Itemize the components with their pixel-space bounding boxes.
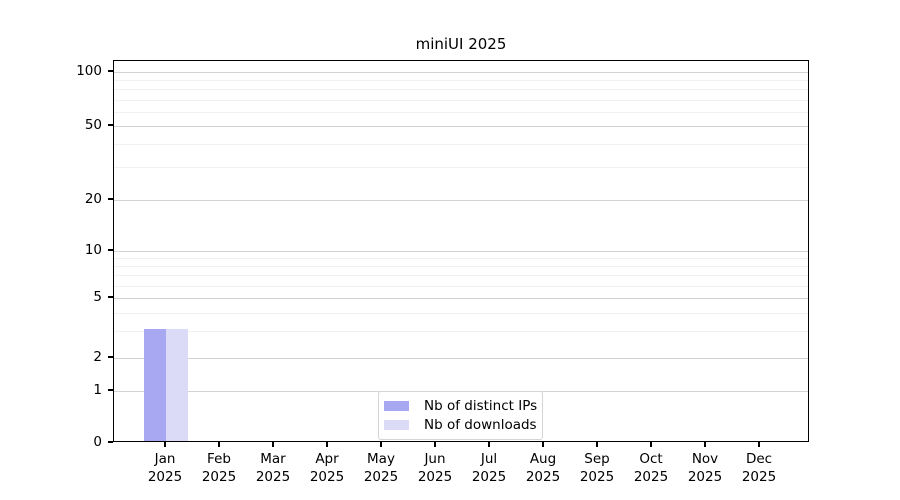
- gridline-major: [114, 200, 808, 201]
- legend-swatch: [384, 420, 409, 430]
- y-tick-label: 5: [93, 289, 102, 305]
- legend-label: Nb of distinct IPs: [424, 398, 538, 414]
- gridline-minor: [114, 331, 808, 333]
- x-tick-mark: [704, 442, 706, 447]
- y-tick-label: 0: [93, 434, 102, 450]
- gridline-minor: [114, 258, 808, 260]
- x-tick-label: Apr 2025: [309, 451, 345, 485]
- y-tick-mark: [108, 441, 113, 443]
- gridline-minor: [114, 99, 808, 101]
- legend-label: Nb of downloads: [424, 417, 537, 433]
- x-tick-label: Jun 2025: [417, 451, 453, 485]
- gridline-minor: [114, 111, 808, 113]
- x-tick-label: Jan 2025: [147, 451, 183, 485]
- x-tick-label: Mar 2025: [255, 451, 291, 485]
- y-tick-label: 1: [93, 382, 102, 398]
- y-tick-label: 50: [84, 117, 102, 133]
- gridline-major: [114, 126, 808, 127]
- y-tick-mark: [108, 124, 113, 126]
- gridline-major: [114, 298, 808, 299]
- gridline-minor: [114, 312, 808, 314]
- x-tick-label: Feb 2025: [201, 451, 237, 485]
- legend: Nb of distinct IPs Nb of downloads: [378, 391, 543, 440]
- x-tick-mark: [650, 442, 652, 447]
- x-tick-mark: [326, 442, 328, 447]
- y-tick-mark: [108, 249, 113, 251]
- x-tick-mark: [380, 442, 382, 447]
- gridline-minor: [114, 266, 808, 268]
- gridline-major: [114, 251, 808, 252]
- x-tick-label: Aug 2025: [525, 451, 561, 485]
- x-tick-label: Oct 2025: [633, 451, 669, 485]
- gridline-major: [114, 358, 808, 359]
- x-tick-label: May 2025: [363, 451, 399, 485]
- x-tick-label: Dec 2025: [741, 451, 777, 485]
- gridline-minor: [114, 275, 808, 277]
- x-tick-mark: [488, 442, 490, 447]
- gridline-minor: [114, 167, 808, 169]
- x-tick-mark: [272, 442, 274, 447]
- x-tick-mark: [434, 442, 436, 447]
- bar: [144, 329, 166, 441]
- y-tick-label: 10: [84, 242, 102, 258]
- gridline-minor: [114, 80, 808, 82]
- x-tick-label: Nov 2025: [687, 451, 723, 485]
- x-tick-label: Sep 2025: [579, 451, 615, 485]
- y-tick-label: 2: [93, 349, 102, 365]
- y-tick-label: 20: [84, 191, 102, 207]
- legend-row: Nb of distinct IPs: [384, 398, 538, 414]
- x-tick-mark: [542, 442, 544, 447]
- bar: [166, 329, 188, 441]
- legend-row: Nb of downloads: [384, 417, 537, 433]
- x-tick-mark: [758, 442, 760, 447]
- y-tick-mark: [108, 296, 113, 298]
- x-tick-mark: [218, 442, 220, 447]
- y-tick-mark: [108, 70, 113, 72]
- gridline-major: [114, 72, 808, 73]
- chart-title: miniUI 2025: [415, 35, 507, 53]
- y-tick-mark: [108, 356, 113, 358]
- gridline-minor: [114, 144, 808, 146]
- legend-swatch: [384, 401, 409, 411]
- x-tick-label: Jul 2025: [471, 451, 507, 485]
- y-tick-mark: [108, 198, 113, 200]
- gridline-minor: [114, 89, 808, 91]
- y-tick-label: 100: [76, 63, 102, 79]
- x-tick-mark: [596, 442, 598, 447]
- gridline-minor: [114, 285, 808, 287]
- plot-area: [113, 60, 809, 442]
- y-tick-mark: [108, 389, 113, 391]
- x-tick-mark: [164, 442, 166, 447]
